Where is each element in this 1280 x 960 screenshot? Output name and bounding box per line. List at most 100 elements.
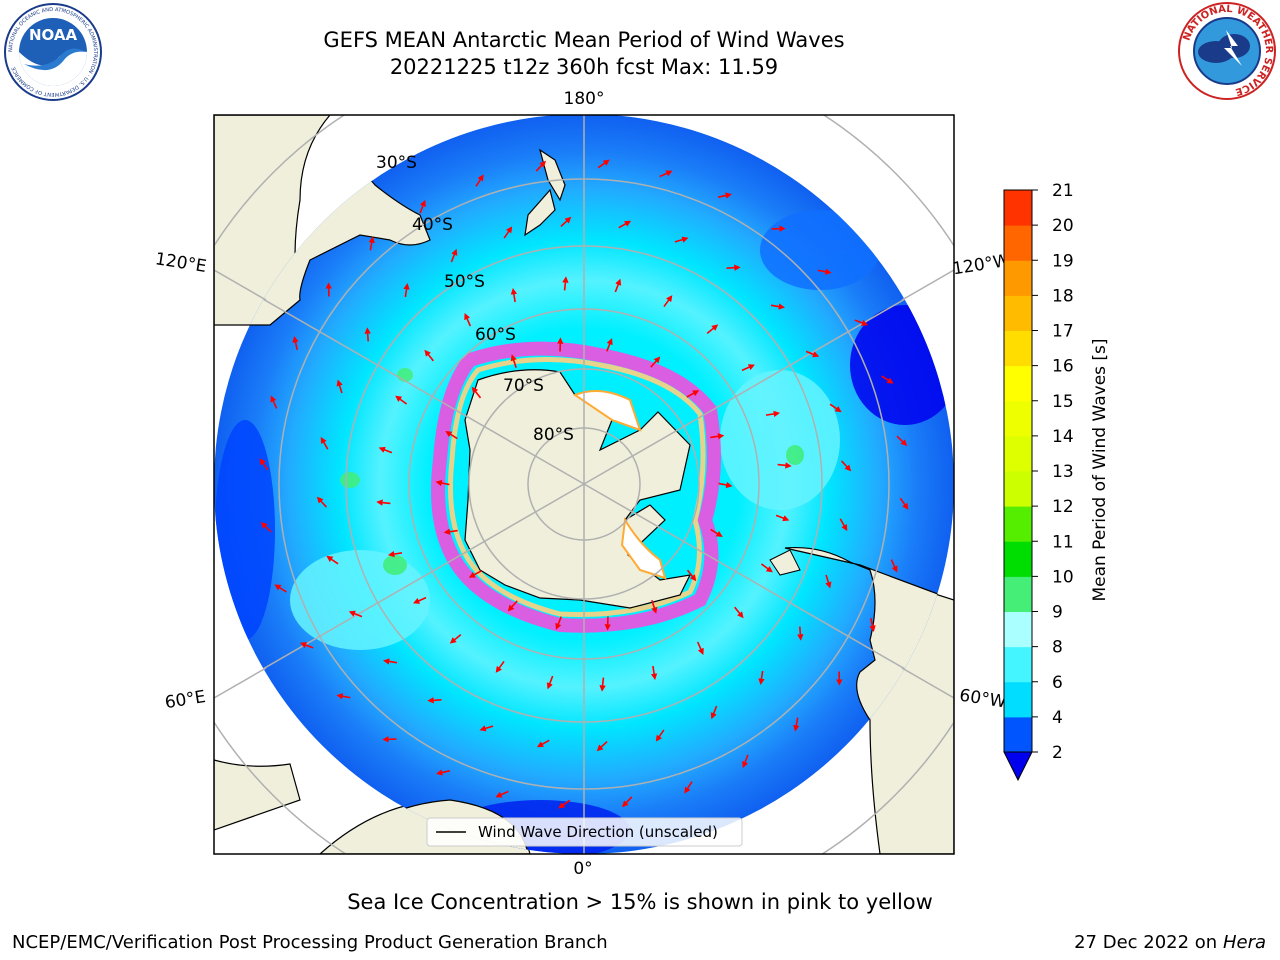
wave-direction-arrow (840, 460, 852, 472)
wave-direction-arrow (621, 796, 633, 808)
wave-direction-arrow (413, 596, 427, 604)
wave-direction-arrow (507, 600, 518, 612)
machine-name: Hera (1222, 932, 1266, 953)
colorbar-swatch (1004, 506, 1032, 542)
wave-direction-arrow (659, 170, 673, 178)
wave-direction-arrow (555, 616, 562, 630)
wave-direction-arrow (618, 220, 632, 229)
wave-direction-arrow (597, 159, 610, 169)
lat-label-50s: 50°S (444, 272, 485, 292)
colorbar-swatch (1004, 716, 1032, 753)
colorbar: 2 4 6 8 9 10 11 12 13 14 15 16 17 18 19 20 21 (1003, 181, 1074, 782)
colorbar-extend-arrow (1003, 751, 1033, 782)
wave-direction-arrow (896, 435, 908, 447)
wave-direction-arrow (718, 481, 733, 489)
wave-direction-arrow (775, 514, 790, 522)
wave-direction-arrow (797, 626, 804, 641)
colorbar-swatch (1004, 646, 1032, 683)
colorbar-tick-label: 15 (1052, 392, 1074, 412)
colorbar-swatch (1004, 190, 1032, 226)
wave-direction-arrow (326, 555, 339, 565)
wave-direction-arrow (726, 264, 741, 271)
wave-direction-arrow (599, 677, 606, 692)
lon-label-0: 0° (573, 859, 592, 879)
wave-direction-arrow (829, 403, 842, 413)
wave-direction-arrow (741, 364, 755, 372)
wave-direction-arrow (299, 642, 314, 649)
colorbar-tick-label: 6 (1052, 673, 1063, 693)
lon-label-120e: 120°E (154, 249, 208, 277)
wave-direction-arrow (364, 327, 371, 342)
wave-direction-arrow (475, 174, 484, 187)
wave-direction-arrow (479, 725, 494, 732)
colorbar-tick-label: 17 (1052, 322, 1074, 342)
wave-direction-arrow (869, 617, 876, 632)
lon-label-120w: 120°W (951, 251, 1011, 280)
colorbar-tick-label: 9 (1052, 603, 1063, 623)
wave-direction-arrow (606, 338, 613, 352)
colorbar-tick-label: 4 (1052, 708, 1063, 728)
wave-direction-arrow (562, 276, 569, 291)
wave-direction-arrow (696, 641, 704, 655)
wave-direction-arrow (348, 610, 363, 618)
wave-direction-arrow (890, 559, 898, 573)
wave-direction-arrow (854, 319, 869, 326)
colorbar-tick-label: 12 (1052, 497, 1074, 517)
lat-label-60s: 60°S (475, 325, 516, 345)
sea-ice-note: Sea Ice Concentration > 15% is shown in … (347, 890, 933, 914)
wave-direction-arrow (651, 600, 658, 614)
wave-direction-arrow (684, 781, 693, 794)
wave-direction-arrow (710, 705, 718, 720)
wave-direction-arrow (435, 479, 450, 487)
lat-label-40s: 40°S (412, 215, 453, 235)
date-stamp: 27 Dec 2022 on Hera (1074, 932, 1266, 953)
wave-direction-arrow (546, 675, 554, 690)
wave-direction-arrow (839, 518, 848, 532)
wave-direction-arrow (686, 569, 697, 582)
colorbar-tick-label: 2 (1052, 743, 1063, 763)
wave-direction-arrow (471, 386, 482, 399)
map-subtitle: 20221225 t12z 360h fcst Max: 11.59 (389, 55, 779, 79)
wave-direction-arrow (445, 431, 458, 440)
colorbar-tick-label: 8 (1052, 638, 1063, 658)
wave-direction-arrow (419, 199, 426, 214)
arrow-legend: Wind Wave Direction (unscaled) (426, 817, 743, 847)
wave-direction-arrow (710, 433, 725, 440)
wave-direction-arrow (403, 282, 410, 298)
colorbar-swatch (1004, 260, 1032, 296)
colorbar-swatch (1004, 295, 1032, 331)
wave-direction-arrow (734, 606, 744, 619)
wave-direction-arrow (274, 584, 287, 593)
wave-direction-arrow (468, 570, 482, 578)
wave-direction-arrow (805, 350, 820, 358)
wave-direction-arrow (536, 739, 550, 748)
lon-label-60w: 60°W (958, 686, 1008, 713)
colorbar-swatch (1004, 576, 1032, 612)
wave-direction-arrow (899, 497, 909, 510)
wave-direction-arrow (560, 216, 572, 228)
wave-direction-arrow (825, 574, 832, 589)
wave-direction-arrow (503, 226, 513, 239)
wave-direction-arrow (510, 354, 517, 368)
wave-direction-arrow (770, 303, 786, 310)
wave-direction-arrow (663, 295, 673, 308)
wave-direction-arrow (614, 278, 622, 293)
wave-direction-arrow (558, 799, 571, 809)
wave-direction-arrow (596, 740, 608, 752)
wave-direction-arrow (710, 528, 723, 537)
wave-direction-arrow (535, 160, 547, 172)
wave-direction-arrow (760, 563, 773, 573)
wave-direction-arrow (382, 658, 398, 665)
wave-direction-arrow (320, 436, 329, 450)
colorbar-swatch (1004, 471, 1032, 507)
lon-label-60e: 60°E (163, 687, 207, 713)
colorbar-tick-label: 16 (1052, 357, 1074, 377)
wave-direction-arrow (376, 499, 391, 506)
map-frame (213, 114, 955, 855)
wave-direction-arrow (436, 769, 451, 776)
wave-direction-arrow (495, 660, 505, 673)
colorbar-tick-label: 20 (1052, 216, 1074, 236)
colorbar-swatch (1004, 225, 1032, 261)
colorbar-swatch (1004, 400, 1032, 437)
